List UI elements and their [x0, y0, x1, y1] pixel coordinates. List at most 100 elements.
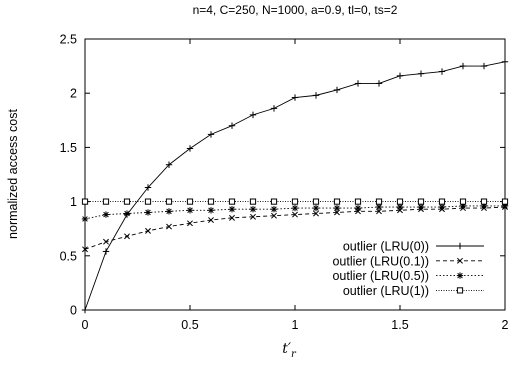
data-point — [438, 198, 446, 205]
data-point — [291, 204, 299, 212]
data-point — [186, 207, 194, 214]
y-tick-label: 2 — [70, 87, 77, 101]
y-tick-label: 0 — [70, 304, 77, 318]
data-point — [229, 214, 235, 221]
axis-ticks: 0 0.5 1 1.5 2 2.5 0 0.5 1 1.5 2 — [60, 33, 509, 333]
data-point — [123, 210, 131, 217]
data-point — [417, 70, 425, 77]
data-point — [81, 215, 89, 223]
data-point — [186, 198, 194, 205]
data-point — [186, 145, 194, 152]
data-point — [501, 58, 509, 65]
series-4 — [81, 198, 509, 205]
data-point — [375, 203, 383, 211]
legend-item: outlier (LRU(1)) — [343, 284, 484, 298]
data-point — [312, 204, 320, 212]
data-point — [165, 208, 173, 215]
data-point — [354, 204, 362, 212]
data-point — [354, 198, 362, 205]
data-point — [354, 80, 362, 87]
data-point — [334, 209, 340, 216]
data-point — [207, 207, 215, 214]
data-point — [187, 220, 193, 227]
series-1 — [81, 58, 509, 314]
data-point — [103, 238, 109, 245]
data-point — [376, 208, 382, 215]
chart-title: n=4, C=250, N=1000, a=0.9, tl=0, ts=2 — [193, 3, 398, 17]
data-point — [81, 198, 89, 205]
legend-label: outlier (LRU(1)) — [343, 284, 429, 298]
data-point — [228, 122, 236, 129]
data-point — [249, 205, 257, 213]
data-point — [208, 217, 214, 223]
y-tick-label: 1 — [70, 195, 77, 209]
y-tick-label: 1.5 — [60, 141, 77, 155]
series-3 — [81, 202, 509, 223]
data-point — [501, 198, 509, 205]
data-point — [480, 62, 488, 70]
legend-label: outlier (LRU(0.1)) — [332, 254, 429, 268]
data-point — [456, 272, 464, 279]
x-tick-label: 0 — [82, 318, 89, 332]
data-point — [292, 211, 298, 218]
x-axis-label-main: t′ — [282, 341, 292, 357]
data-point — [480, 198, 488, 205]
data-point — [456, 242, 464, 250]
data-point — [313, 210, 319, 217]
data-point — [102, 198, 110, 205]
x-tick-label: 2 — [502, 318, 509, 332]
data-point — [249, 198, 257, 205]
x-axis-label-subscript: r — [291, 349, 297, 360]
data-point — [333, 198, 341, 205]
data-point — [459, 62, 467, 70]
y-tick-label: 2.5 — [60, 33, 77, 47]
data-point — [291, 198, 299, 205]
data-point — [124, 233, 130, 240]
data-point — [165, 198, 173, 205]
plot-frame — [84, 38, 506, 311]
data-point — [375, 198, 383, 205]
data-point — [144, 198, 152, 205]
data-point — [102, 211, 110, 218]
data-point — [250, 213, 256, 220]
legend-label: outlier (LRU(0)) — [343, 240, 429, 254]
data-point — [333, 204, 341, 212]
legend-item: outlier (LRU(0)) — [343, 240, 484, 254]
x-axis-label: t′r — [282, 341, 297, 360]
data-point — [457, 257, 463, 264]
data-point — [271, 212, 277, 219]
data-point — [82, 246, 88, 253]
legend-label: outlier (LRU(0.5)) — [332, 269, 429, 283]
legend-item: outlier (LRU(0.5)) — [332, 269, 484, 283]
data-point — [270, 198, 278, 205]
legend-item: outlier (LRU(0.1)) — [332, 254, 484, 268]
data-point — [165, 161, 173, 168]
data-point — [81, 306, 89, 314]
data-point — [123, 198, 131, 205]
x-tick-label: 1.5 — [391, 318, 408, 332]
data-point — [396, 203, 404, 211]
data-point — [456, 287, 464, 294]
data-point — [291, 94, 299, 101]
data-point — [375, 80, 383, 87]
data-point — [417, 198, 425, 205]
data-point — [228, 198, 236, 205]
y-axis-label: normalized access cost — [6, 109, 20, 239]
x-tick-label: 0.5 — [181, 318, 198, 332]
data-point — [102, 248, 110, 255]
data-point — [270, 205, 278, 213]
data-point — [270, 105, 278, 112]
legend: outlier (LRU(0))outlier (LRU(0.1))outlie… — [332, 240, 484, 298]
series-group — [81, 58, 509, 314]
data-point — [312, 198, 320, 205]
y-tick-label: 0.5 — [60, 249, 77, 263]
data-point — [312, 92, 320, 99]
data-point — [249, 111, 257, 119]
series-2 — [82, 204, 508, 253]
data-point — [207, 131, 215, 138]
data-point — [144, 209, 152, 216]
data-point — [459, 198, 467, 205]
data-point — [144, 184, 152, 191]
data-point — [145, 227, 151, 234]
